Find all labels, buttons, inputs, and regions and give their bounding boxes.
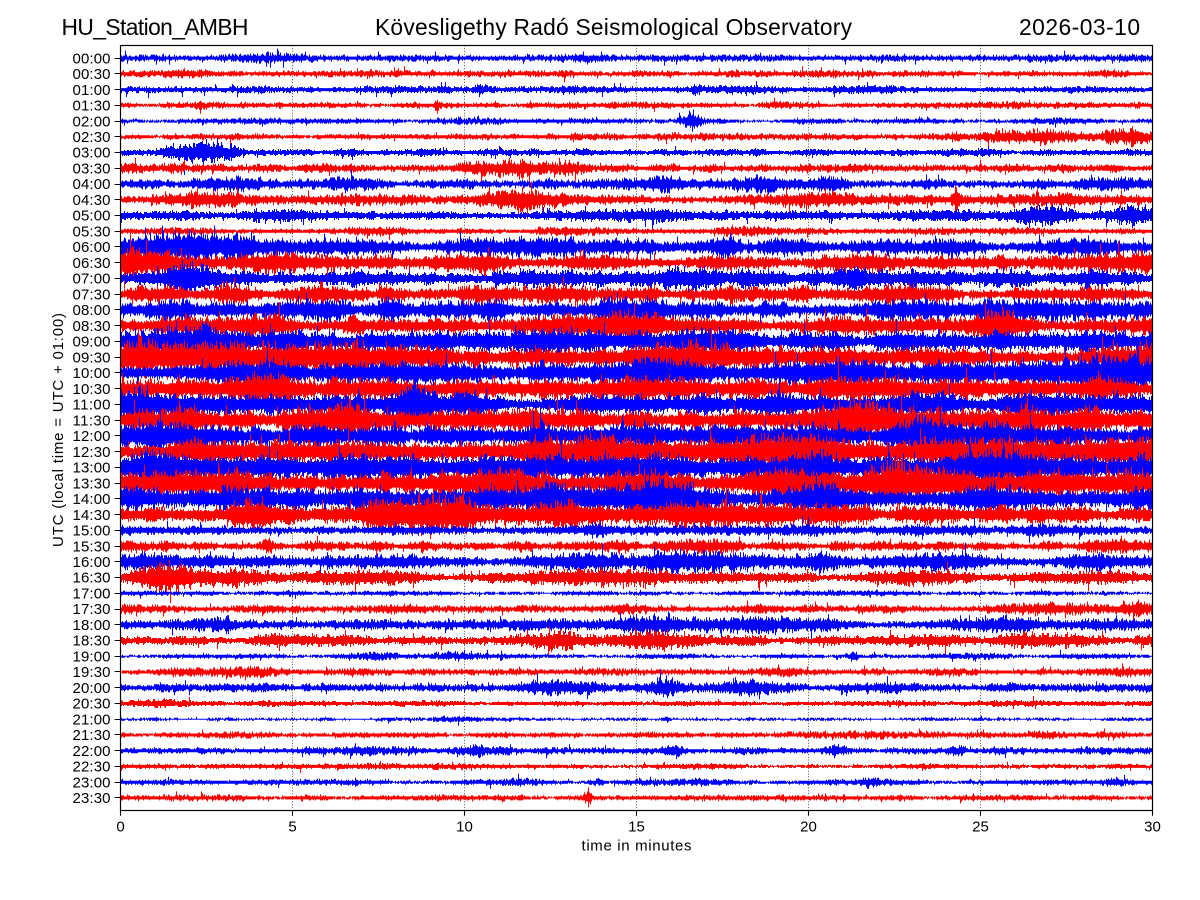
svg-text:16:30: 16:30 <box>73 570 111 587</box>
svg-text:22:00: 22:00 <box>73 743 111 760</box>
svg-text:20: 20 <box>800 819 817 836</box>
svg-text:16:00: 16:00 <box>73 554 111 571</box>
svg-text:04:00: 04:00 <box>73 176 111 193</box>
svg-text:08:00: 08:00 <box>73 302 111 319</box>
svg-text:15:30: 15:30 <box>73 538 111 555</box>
svg-text:01:30: 01:30 <box>73 98 111 115</box>
svg-text:time in minutes: time in minutes <box>582 838 692 855</box>
svg-text:07:00: 07:00 <box>73 271 111 288</box>
svg-text:Kövesligethy Radó Seismologica: Kövesligethy Radó Seismological Observat… <box>375 14 853 40</box>
svg-text:5: 5 <box>288 819 296 836</box>
svg-text:14:30: 14:30 <box>73 507 111 524</box>
svg-text:20:00: 20:00 <box>73 680 111 697</box>
svg-text:25: 25 <box>972 819 989 836</box>
svg-text:23:30: 23:30 <box>73 790 111 807</box>
svg-text:09:00: 09:00 <box>73 334 111 351</box>
svg-text:05:30: 05:30 <box>73 223 111 240</box>
svg-text:UTC (local time = UTC + 01:00): UTC (local time = UTC + 01:00) <box>50 313 67 547</box>
svg-text:00:00: 00:00 <box>73 50 111 67</box>
svg-text:15:00: 15:00 <box>73 523 111 540</box>
svg-text:HU_Station_AMBH: HU_Station_AMBH <box>62 14 249 40</box>
svg-text:19:00: 19:00 <box>73 648 111 665</box>
svg-text:08:30: 08:30 <box>73 318 111 335</box>
svg-text:13:30: 13:30 <box>73 475 111 492</box>
svg-text:21:30: 21:30 <box>73 727 111 744</box>
svg-text:12:00: 12:00 <box>73 428 111 445</box>
svg-text:0: 0 <box>116 819 124 836</box>
svg-text:21:00: 21:00 <box>73 711 111 728</box>
svg-text:22:30: 22:30 <box>73 759 111 776</box>
svg-text:01:00: 01:00 <box>73 82 111 99</box>
svg-text:04:30: 04:30 <box>73 192 111 209</box>
svg-text:00:30: 00:30 <box>73 66 111 83</box>
svg-text:05:00: 05:00 <box>73 208 111 225</box>
svg-text:02:00: 02:00 <box>73 113 111 130</box>
svg-text:19:30: 19:30 <box>73 664 111 681</box>
svg-text:13:00: 13:00 <box>73 460 111 477</box>
svg-text:18:30: 18:30 <box>73 633 111 650</box>
svg-text:11:30: 11:30 <box>73 412 111 429</box>
svg-text:14:00: 14:00 <box>73 491 111 508</box>
svg-text:2026-03-10: 2026-03-10 <box>1019 14 1140 40</box>
svg-text:03:30: 03:30 <box>73 161 111 178</box>
svg-text:30: 30 <box>1144 819 1161 836</box>
svg-text:15: 15 <box>628 819 645 836</box>
svg-text:02:30: 02:30 <box>73 129 111 146</box>
svg-text:10:00: 10:00 <box>73 365 111 382</box>
svg-text:23:00: 23:00 <box>73 774 111 791</box>
svg-text:09:30: 09:30 <box>73 349 111 366</box>
svg-text:17:30: 17:30 <box>73 601 111 618</box>
svg-text:10: 10 <box>456 819 473 836</box>
svg-text:03:00: 03:00 <box>73 145 111 162</box>
svg-text:12:30: 12:30 <box>73 444 111 461</box>
svg-text:18:00: 18:00 <box>73 617 111 634</box>
svg-text:11:00: 11:00 <box>73 397 111 414</box>
svg-text:07:30: 07:30 <box>73 286 111 303</box>
svg-text:20:30: 20:30 <box>73 696 111 713</box>
svg-text:10:30: 10:30 <box>73 381 111 398</box>
svg-text:06:30: 06:30 <box>73 255 111 272</box>
svg-text:06:00: 06:00 <box>73 239 111 256</box>
svg-text:17:00: 17:00 <box>73 586 111 603</box>
